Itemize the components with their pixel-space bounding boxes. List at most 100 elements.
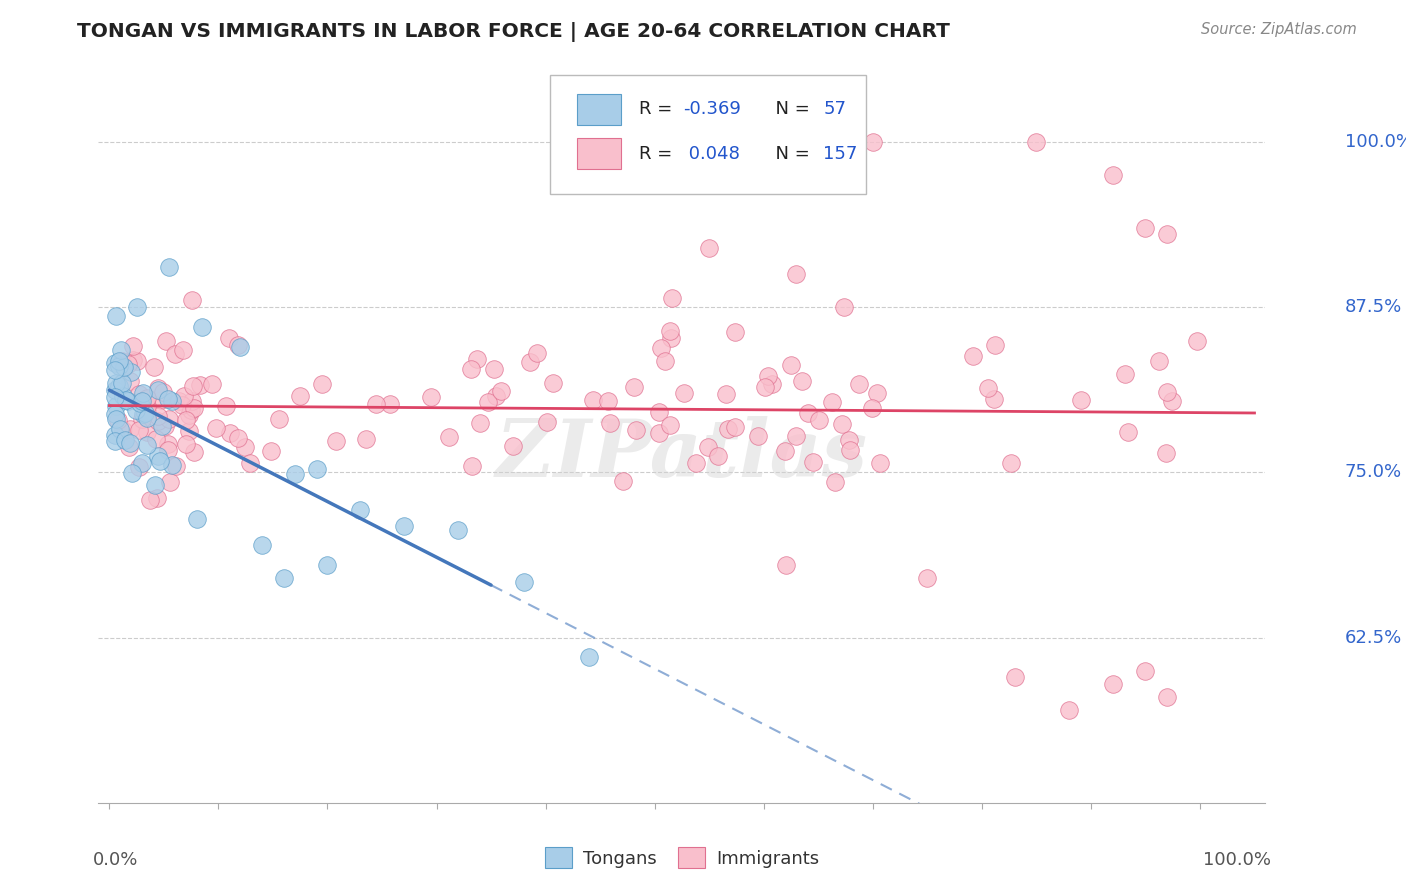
Point xyxy=(114,433,136,447)
Point xyxy=(659,331,682,345)
Point xyxy=(465,352,488,367)
Point xyxy=(754,380,776,394)
Point xyxy=(714,387,737,401)
Point xyxy=(105,399,128,413)
Point xyxy=(149,454,172,468)
Point xyxy=(108,379,131,393)
Point xyxy=(482,361,505,376)
Point xyxy=(121,353,143,368)
Text: 87.5%: 87.5% xyxy=(1344,298,1402,316)
Point xyxy=(724,420,747,434)
Point xyxy=(108,422,131,436)
Point xyxy=(173,389,195,403)
Point xyxy=(125,354,148,368)
Point xyxy=(125,403,148,417)
Point xyxy=(311,377,333,392)
Point xyxy=(267,412,290,426)
Point xyxy=(128,423,150,437)
Point xyxy=(1156,227,1178,242)
Point xyxy=(658,324,681,338)
Point xyxy=(364,397,387,411)
Point xyxy=(838,433,860,447)
Point xyxy=(176,413,198,427)
Point xyxy=(159,475,181,490)
Text: 75.0%: 75.0% xyxy=(1344,463,1402,482)
Point xyxy=(756,369,779,384)
Point xyxy=(626,423,648,437)
Point xyxy=(131,407,153,421)
Point xyxy=(131,393,153,408)
Point xyxy=(392,519,415,533)
Bar xyxy=(576,138,621,169)
Point xyxy=(260,444,283,458)
Text: R =: R = xyxy=(638,145,678,162)
Point xyxy=(177,408,200,422)
Point xyxy=(801,455,824,469)
Point xyxy=(419,390,441,404)
Point xyxy=(984,338,1007,352)
Point xyxy=(647,425,669,440)
Point xyxy=(114,393,136,408)
Point xyxy=(378,397,401,411)
Point xyxy=(1161,393,1184,408)
Point xyxy=(107,354,129,368)
Point xyxy=(118,435,141,450)
Point xyxy=(229,340,252,354)
Point xyxy=(128,396,150,410)
Point xyxy=(136,391,159,405)
Point xyxy=(146,450,169,464)
Point xyxy=(460,362,482,376)
Point xyxy=(747,429,769,443)
Text: R =: R = xyxy=(638,100,678,118)
Point xyxy=(1070,392,1092,407)
Point xyxy=(163,346,186,360)
Point xyxy=(135,404,157,418)
Point xyxy=(110,343,132,357)
Point xyxy=(233,440,256,454)
Point xyxy=(117,394,139,409)
Point xyxy=(526,346,548,360)
Point xyxy=(111,354,134,368)
Point xyxy=(136,400,159,414)
Point xyxy=(167,393,190,408)
Point xyxy=(205,421,228,435)
Point xyxy=(447,523,470,537)
Point xyxy=(543,376,565,390)
Point xyxy=(1156,384,1178,399)
Point xyxy=(485,388,508,402)
Text: N =: N = xyxy=(763,145,815,162)
Point xyxy=(143,478,166,492)
Point xyxy=(866,386,889,401)
Point xyxy=(111,376,134,391)
Point xyxy=(104,383,127,397)
Point xyxy=(179,425,201,439)
Point xyxy=(599,416,621,430)
Text: N =: N = xyxy=(763,100,815,118)
Point xyxy=(354,432,377,446)
Point xyxy=(131,456,153,470)
Point xyxy=(105,376,128,390)
Point xyxy=(1000,456,1022,470)
Point xyxy=(146,381,169,395)
Point xyxy=(316,558,339,572)
Point xyxy=(775,558,797,572)
Point xyxy=(1156,690,1178,704)
Point xyxy=(349,503,371,517)
Point xyxy=(1114,367,1136,381)
Point xyxy=(146,413,169,427)
Point xyxy=(761,376,783,391)
Point xyxy=(117,357,139,371)
Point xyxy=(135,392,157,406)
Point xyxy=(239,456,262,470)
Point xyxy=(779,358,801,372)
Point xyxy=(717,422,740,436)
Point xyxy=(157,442,180,457)
Point xyxy=(136,405,159,419)
Point xyxy=(157,260,180,275)
Point xyxy=(305,462,328,476)
Point xyxy=(111,423,134,437)
Point xyxy=(824,475,846,489)
Point xyxy=(848,376,870,391)
Point xyxy=(183,445,205,459)
Point xyxy=(1187,334,1209,349)
